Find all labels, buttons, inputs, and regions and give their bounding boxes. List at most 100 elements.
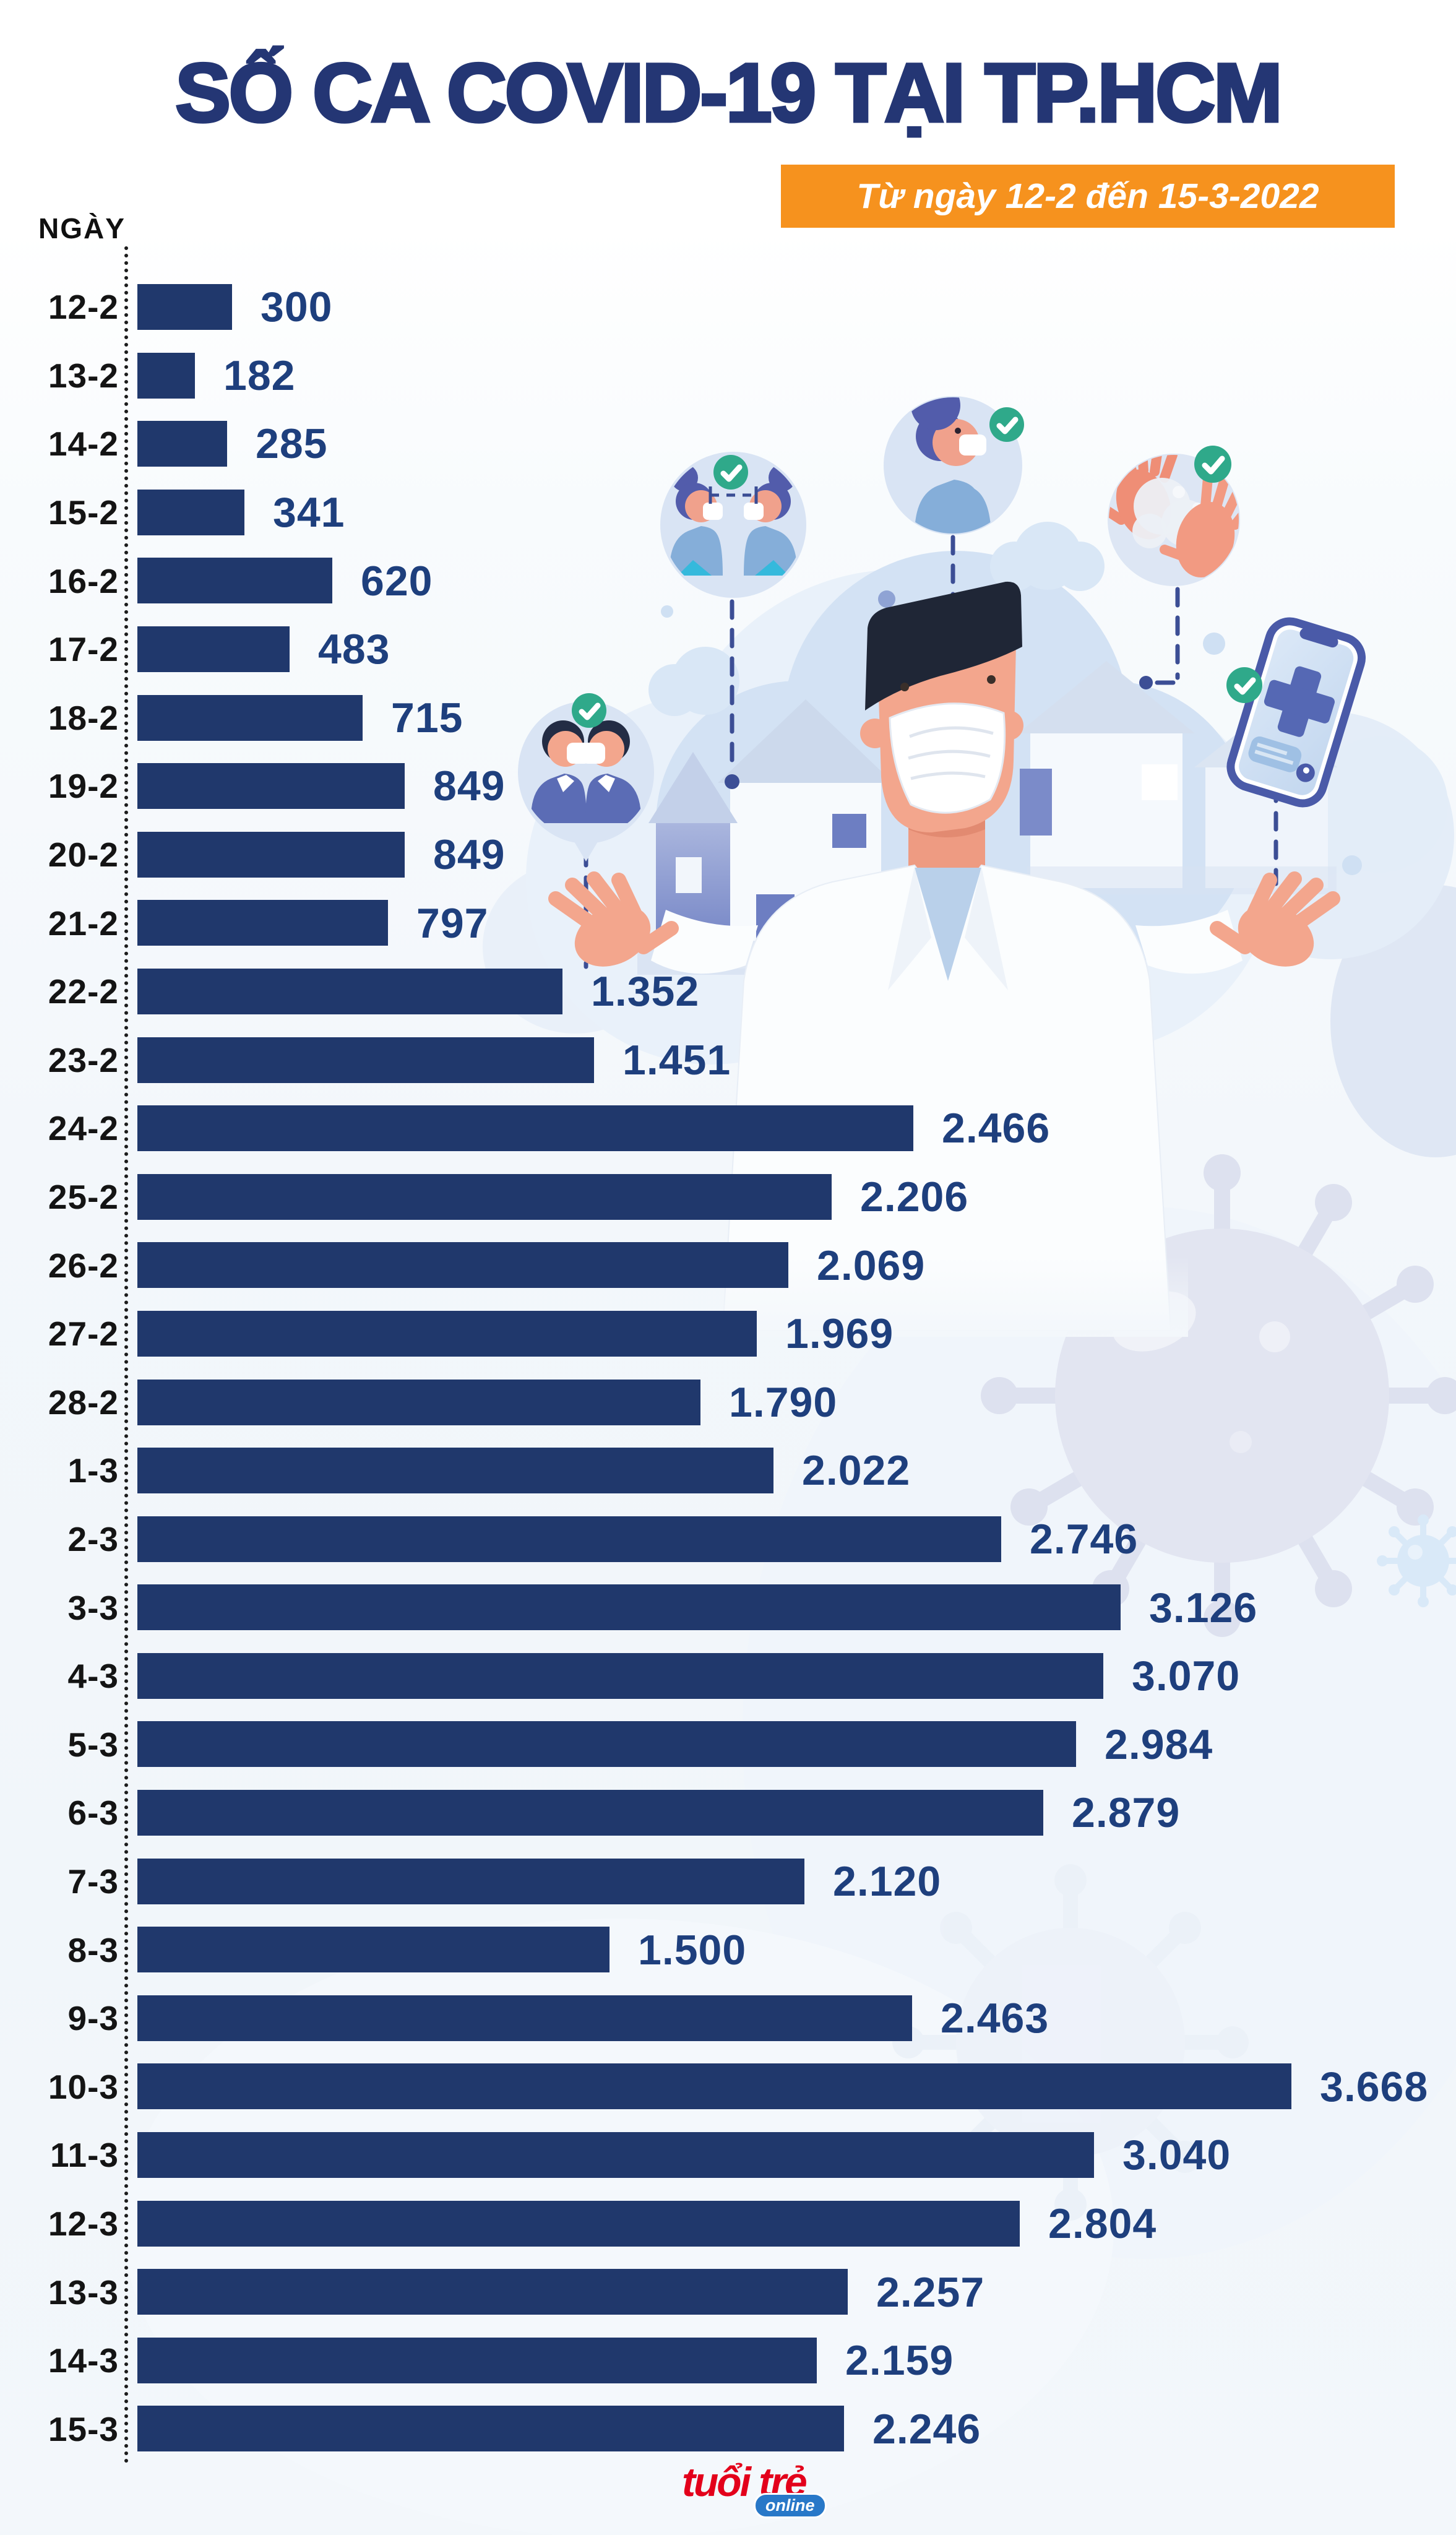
chart-row: 8-3 1.500 <box>0 1915 1456 1984</box>
value-label: 2.257 <box>876 2268 985 2316</box>
chart-row: 2-3 2.746 <box>0 1505 1456 1574</box>
chart-row: 16-2 620 <box>0 546 1456 615</box>
category-label: 15-3 <box>48 2409 119 2448</box>
y-axis-line <box>124 246 128 2464</box>
y-axis-label: NGÀY <box>38 212 126 244</box>
value-label: 341 <box>273 489 345 537</box>
category-label: 24-2 <box>48 1109 119 1148</box>
value-label: 715 <box>391 694 463 741</box>
bar <box>137 1858 804 1904</box>
category-label: 28-2 <box>48 1383 119 1422</box>
value-label: 620 <box>361 557 433 605</box>
chart-row: 18-2 715 <box>0 684 1456 753</box>
chart-row: 25-2 2.206 <box>0 1163 1456 1232</box>
chart-row: 12-2 300 <box>0 273 1456 342</box>
category-label: 4-3 <box>67 1657 119 1696</box>
category-label: 13-2 <box>48 356 119 395</box>
chart-row: 10-3 3.668 <box>0 2052 1456 2121</box>
chart-row: 12-3 2.804 <box>0 2190 1456 2258</box>
bar <box>137 352 195 399</box>
bar <box>137 2200 1020 2247</box>
value-label: 2.206 <box>860 1173 969 1221</box>
chart-row: 1-3 2.022 <box>0 1436 1456 1505</box>
chart-row: 28-2 1.790 <box>0 1368 1456 1437</box>
value-label: 2.466 <box>942 1105 1051 1152</box>
value-label: 1.352 <box>591 968 700 1016</box>
bar <box>137 763 405 810</box>
value-label: 3.040 <box>1122 2131 1231 2179</box>
chart-row: 4-3 3.070 <box>0 1642 1456 1711</box>
value-label: 2.246 <box>872 2405 981 2453</box>
chart-row: 14-3 2.159 <box>0 2326 1456 2395</box>
value-label: 300 <box>261 283 333 331</box>
category-label: 25-2 <box>48 1178 119 1217</box>
chart-row: 26-2 2.069 <box>0 1231 1456 1300</box>
bar <box>137 2269 848 2315</box>
value-label: 2.463 <box>941 1995 1049 2042</box>
category-label: 11-3 <box>50 2136 119 2175</box>
category-label: 21-2 <box>48 904 119 943</box>
chart-row: 23-2 1.451 <box>0 1026 1456 1095</box>
category-label: 13-3 <box>48 2273 119 2312</box>
category-label: 22-2 <box>48 972 119 1011</box>
value-label: 849 <box>433 831 506 879</box>
value-label: 2.069 <box>817 1242 926 1289</box>
bar <box>137 1995 912 2041</box>
value-label: 1.790 <box>729 1378 838 1426</box>
bar <box>137 1790 1043 1836</box>
chart-row: 9-3 2.463 <box>0 1984 1456 2053</box>
bar <box>137 1927 610 1973</box>
chart-row: 15-2 341 <box>0 478 1456 547</box>
category-label: 8-3 <box>67 1930 119 1969</box>
category-label: 16-2 <box>48 561 119 600</box>
bar <box>137 1242 788 1289</box>
bar-chart: 12-2 300 13-2 182 14-2 285 15-2 341 16-2 620 17-2 4… <box>0 273 1456 2463</box>
value-label: 1.500 <box>638 1926 747 1974</box>
value-label: 2.984 <box>1105 1721 1213 1768</box>
chart-row: 5-3 2.984 <box>0 1710 1456 1779</box>
category-label: 2-3 <box>67 1519 119 1558</box>
value-label: 3.126 <box>1149 1584 1258 1631</box>
chart-row: 7-3 2.120 <box>0 1847 1456 1916</box>
chart-row: 11-3 3.040 <box>0 2121 1456 2190</box>
chart-row: 13-2 182 <box>0 342 1456 410</box>
category-label: 7-3 <box>67 1862 119 1901</box>
chart-row: 22-2 1.352 <box>0 957 1456 1026</box>
chart-row: 6-3 2.879 <box>0 1779 1456 1847</box>
date-range-badge: Từ ngày 12-2 đến 15-3-2022 <box>781 165 1395 228</box>
bar <box>137 968 562 1014</box>
category-label: 23-2 <box>48 1040 119 1079</box>
value-label: 285 <box>256 420 328 468</box>
chart-row: 24-2 2.466 <box>0 1094 1456 1163</box>
value-label: 3.668 <box>1320 2063 1429 2110</box>
value-label: 2.159 <box>845 2337 954 2385</box>
chart-row: 21-2 797 <box>0 889 1456 957</box>
category-label: 1-3 <box>67 1451 119 1490</box>
bar <box>137 1448 773 1494</box>
bar <box>137 284 232 330</box>
value-label: 2.746 <box>1030 1515 1139 1563</box>
bar <box>137 489 244 535</box>
logo-online-badge: online <box>754 2493 827 2518</box>
category-label: 27-2 <box>48 1315 119 1354</box>
category-label: 14-3 <box>48 2341 119 2380</box>
bar <box>137 2406 844 2452</box>
category-label: 20-2 <box>48 836 119 875</box>
bar <box>137 694 363 741</box>
category-label: 12-2 <box>48 288 119 327</box>
value-label: 483 <box>318 626 390 673</box>
page-title: SỐ CA COVID-19 TẠI TP.HCM <box>174 47 1284 139</box>
value-label: 1.969 <box>785 1310 894 1358</box>
category-label: 3-3 <box>67 1588 119 1627</box>
chart-row: 14-2 285 <box>0 410 1456 478</box>
bar <box>137 1516 1001 1562</box>
category-label: 19-2 <box>48 767 119 806</box>
category-label: 12-3 <box>48 2204 119 2243</box>
bar <box>137 1105 913 1152</box>
date-range-text: Từ ngày 12-2 đến 15-3-2022 <box>856 176 1319 216</box>
bar <box>137 558 332 604</box>
value-label: 797 <box>416 899 489 947</box>
value-label: 3.070 <box>1132 1652 1241 1700</box>
bar <box>137 1310 757 1357</box>
